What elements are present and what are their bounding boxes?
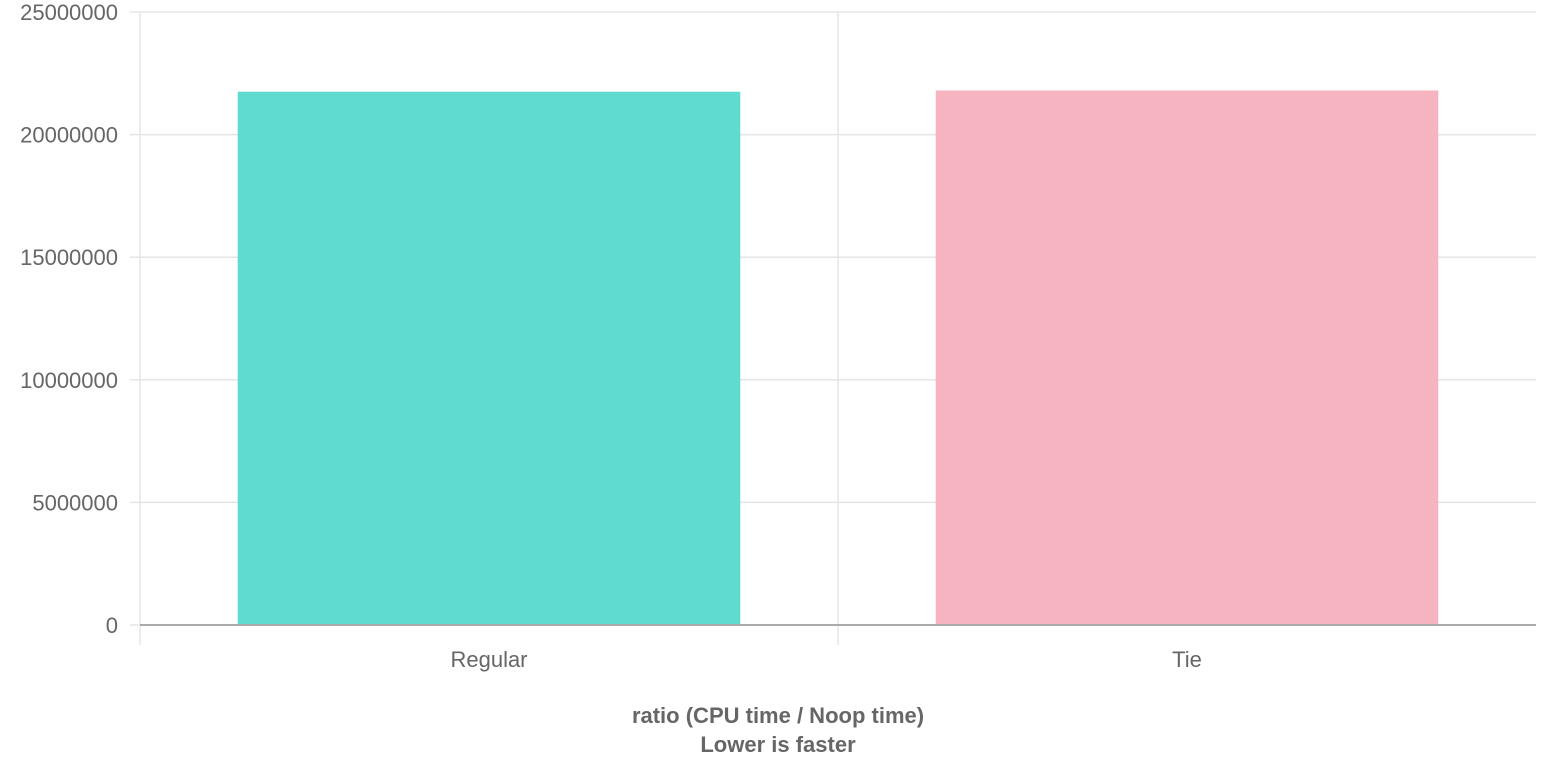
bar-regular	[237, 91, 741, 625]
bar-tie	[935, 90, 1439, 626]
y-tick-label: 15000000	[20, 245, 118, 270]
y-tick-label: 20000000	[20, 123, 118, 148]
x-tick-label: Regular	[450, 647, 527, 672]
y-tick-label: 5000000	[32, 490, 118, 515]
x-tick-labels: Regular Tie	[450, 647, 1201, 672]
y-tick-label: 0	[106, 613, 118, 638]
y-tick-label: 25000000	[20, 0, 118, 25]
x-axis-title-line-2: Lower is faster	[700, 732, 856, 757]
y-tick-labels: 0 5000000 10000000 15000000 20000000 25000000	[20, 0, 118, 638]
x-tick-label: Tie	[1172, 647, 1202, 672]
bars	[237, 90, 1439, 626]
x-axis-title-line-1: ratio (CPU time / Noop time)	[632, 703, 924, 728]
y-tick-label: 10000000	[20, 368, 118, 393]
